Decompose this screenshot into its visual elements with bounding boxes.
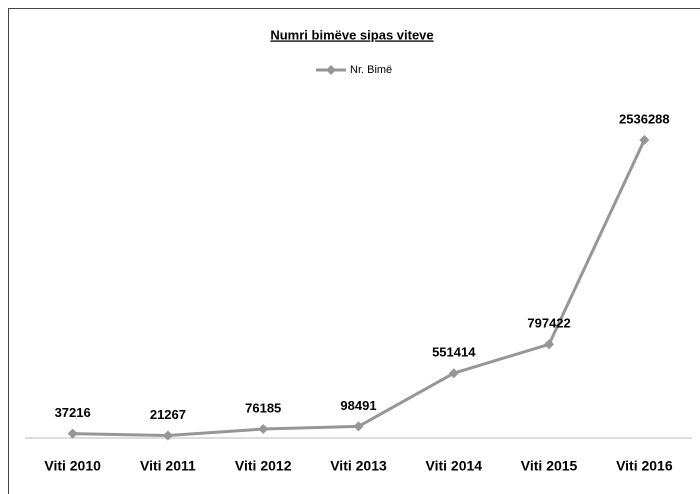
x-tick-label: Viti 2015 <box>521 458 578 474</box>
data-label: 21267 <box>150 407 186 422</box>
data-point <box>639 134 650 145</box>
data-label: 98491 <box>340 398 376 413</box>
x-tick-label: Viti 2014 <box>426 458 483 474</box>
data-label: 2536288 <box>619 111 670 126</box>
legend-marker <box>326 65 336 75</box>
x-tick-label: Viti 2013 <box>330 458 387 474</box>
x-tick-label: Viti 2016 <box>616 458 673 474</box>
data-point <box>258 424 269 435</box>
data-point <box>162 430 173 441</box>
x-tick-label: Viti 2011 <box>140 458 196 474</box>
data-label: 797422 <box>527 316 570 331</box>
chart-title: Numri bimëve sipas viteve <box>270 27 433 42</box>
data-point <box>67 428 78 439</box>
data-point <box>353 421 364 432</box>
chart-frame <box>8 8 700 494</box>
x-tick-label: Viti 2010 <box>44 458 101 474</box>
legend-label: Nr. Bimë <box>350 64 392 76</box>
x-tick-label: Viti 2012 <box>235 458 292 474</box>
data-label: 551414 <box>432 345 476 360</box>
data-label: 76185 <box>245 400 281 415</box>
data-point <box>544 339 555 350</box>
data-label: 37216 <box>55 405 91 420</box>
series-line <box>72 139 646 438</box>
data-point <box>448 368 459 379</box>
